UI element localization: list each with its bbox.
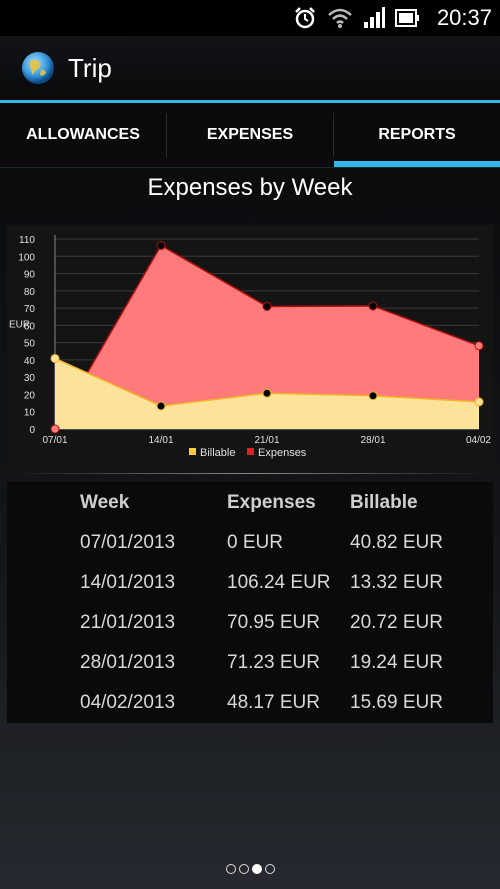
report-content: Expenses by Week 0 10 20 30 40 50 60 70 80 90 100 1… (0, 168, 500, 889)
status-bar: 20:37 (0, 0, 500, 36)
y-axis-label: EUR (9, 319, 30, 330)
expenses-cell: 0 EUR (227, 532, 283, 553)
y-tick-label: 80 (24, 287, 36, 298)
billable-cell: 19.24 EUR (350, 652, 443, 673)
tab-separator (333, 113, 334, 157)
point-billable (368, 391, 378, 401)
billable-cell: 13.32 EUR (350, 572, 443, 593)
app-title: Trip (68, 53, 112, 83)
header-expenses: Expenses (227, 492, 316, 513)
week-cell: 07/01/2013 (80, 532, 176, 553)
y-tick-label: 0 (29, 425, 35, 436)
table-row: 04/02/2013 48.17 EUR 15.69 EUR (7, 684, 493, 724)
legend-swatch (189, 448, 196, 455)
y-tick-label: 20 (24, 390, 36, 401)
point-expenses (262, 301, 272, 311)
x-tick-label: 14/01 (148, 435, 173, 446)
y-tick-label: 100 (18, 252, 35, 263)
expenses-cell: 106.24 EUR (227, 572, 331, 593)
alarm-icon (295, 7, 315, 29)
point-billable (474, 397, 484, 407)
y-tick-label: 40 (24, 356, 36, 367)
y-tick-label: 30 (24, 373, 36, 384)
x-tick-label: 21/01 (254, 435, 279, 446)
tab-label: EXPENSES (206, 126, 294, 143)
wifi-icon (328, 8, 352, 28)
action-bar-divider (0, 100, 500, 103)
billable-cell: 20.72 EUR (350, 612, 443, 633)
page-indicator (0, 864, 500, 878)
y-tick-label: 110 (19, 235, 35, 246)
point-expenses (368, 301, 378, 311)
tab-label: ALLOWANCES (26, 126, 140, 143)
legend-swatch (247, 448, 254, 455)
y-tick-label: 50 (24, 339, 36, 350)
header-billable: Billable (350, 492, 418, 513)
point-expenses (50, 424, 60, 434)
tab-allowances[interactable]: ALLOWANCES (0, 103, 166, 167)
tab-expenses[interactable]: EXPENSES (167, 103, 333, 167)
tab-separator (166, 113, 167, 157)
section-divider (12, 473, 488, 474)
x-tick-label: 07/01 (42, 435, 67, 446)
expenses-cell: 70.95 EUR (227, 612, 320, 633)
page-dot-current[interactable] (251, 864, 262, 874)
battery-icon (394, 9, 419, 27)
y-tick-label: 90 (24, 270, 36, 281)
point-expenses (474, 341, 484, 351)
point-billable (50, 353, 60, 363)
table-row: 07/01/2013 0 EUR 40.82 EUR (7, 524, 493, 564)
report-table: Week Expenses Billable 07/01/2013 0 EUR … (7, 482, 493, 723)
chart-title: Expenses by Week (147, 174, 353, 201)
week-cell: 04/02/2013 (80, 692, 176, 713)
globe-icon[interactable] (20, 50, 56, 86)
point-billable (156, 401, 166, 411)
y-tick-label: 60 (24, 321, 36, 332)
expenses-chart: 0 10 20 30 40 50 60 70 80 90 100 110 EUR 07/01 14/01 21… (9, 235, 491, 459)
y-tick-label: 10 (24, 408, 36, 419)
page-dot[interactable] (264, 864, 275, 874)
week-cell: 21/01/2013 (80, 612, 176, 633)
table-header: Week Expenses Billable (7, 484, 493, 524)
billable-cell: 15.69 EUR (350, 692, 443, 713)
expenses-cell: 71.23 EUR (227, 652, 320, 673)
point-expenses (156, 240, 166, 250)
week-cell: 14/01/2013 (80, 572, 176, 593)
legend-label: Expenses (258, 447, 307, 459)
page-dot[interactable] (225, 864, 236, 874)
page-dot[interactable] (238, 864, 249, 874)
tab-label: REPORTS (378, 126, 456, 143)
tab-reports[interactable]: REPORTS (334, 103, 500, 167)
week-cell: 28/01/2013 (80, 652, 176, 673)
legend-label: Billable (200, 447, 235, 459)
signal-icon (363, 7, 385, 28)
table-row: 28/01/2013 71.23 EUR 19.24 EUR (7, 644, 493, 684)
x-tick-label: 28/01 (360, 435, 385, 446)
expenses-cell: 48.17 EUR (227, 692, 320, 713)
tab-bar: ALLOWANCES EXPENSES REPORTS (0, 103, 500, 168)
clock: 20:37 (436, 5, 492, 30)
y-tick-label: 70 (24, 304, 36, 315)
table-row: 14/01/2013 106.24 EUR 13.32 EUR (7, 564, 493, 604)
billable-cell: 40.82 EUR (350, 532, 443, 553)
point-billable (262, 388, 272, 398)
table-row: 21/01/2013 70.95 EUR 20.72 EUR (7, 604, 493, 644)
action-bar: Trip (0, 36, 500, 100)
area-expenses (55, 245, 479, 429)
header-week: Week (80, 492, 130, 513)
status-icons: 20:37 (293, 0, 492, 36)
x-tick-label: 04/02 (466, 435, 491, 446)
chart-panel: 0 10 20 30 40 50 60 70 80 90 100 110 EUR 07/01 14/01 21… (7, 225, 493, 465)
